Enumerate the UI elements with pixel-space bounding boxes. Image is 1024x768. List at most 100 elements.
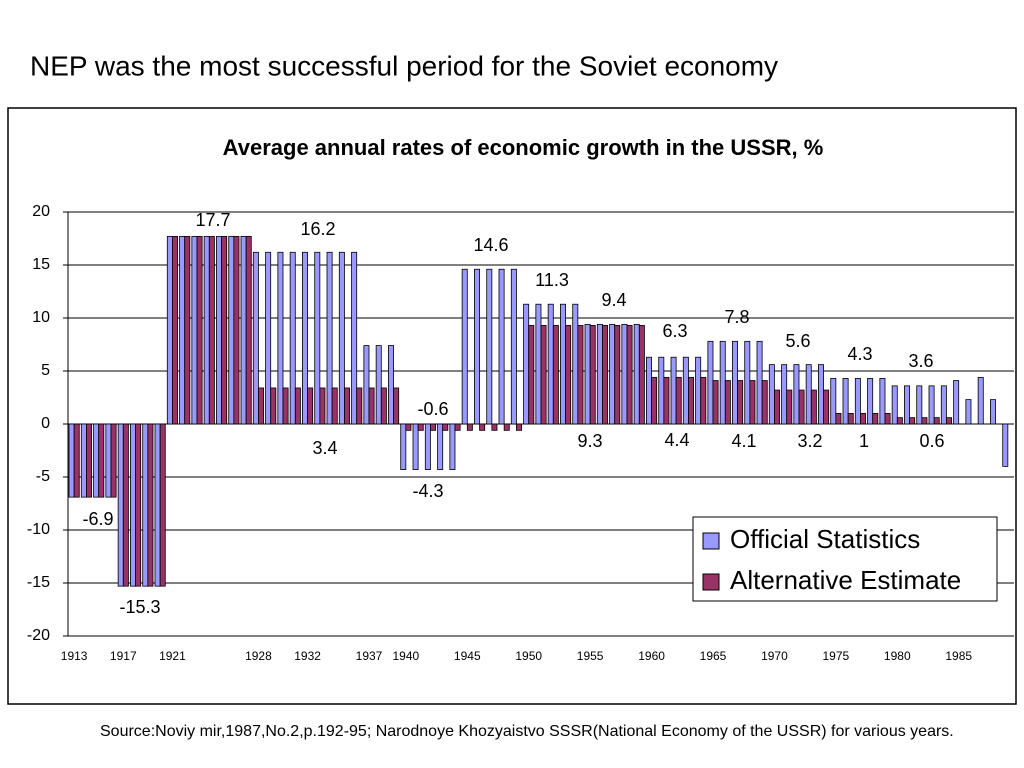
bar — [921, 417, 928, 425]
bar — [589, 325, 596, 425]
data-label: 1 — [859, 431, 869, 451]
bar — [633, 323, 640, 425]
legend-swatch — [702, 532, 720, 550]
bar — [282, 387, 289, 425]
legend: Official Statistics Alternative Estimate — [692, 516, 998, 602]
bar — [166, 235, 173, 425]
bar — [344, 387, 350, 425]
bar — [670, 356, 677, 425]
bar — [486, 268, 493, 425]
bar — [208, 235, 215, 425]
x-tick-label: 1985 — [945, 649, 972, 663]
bar — [700, 376, 707, 425]
bar — [454, 423, 461, 431]
bar — [793, 364, 800, 425]
bar — [356, 387, 363, 425]
x-tick-label: 1975 — [823, 649, 850, 663]
bar — [695, 356, 702, 425]
bar — [818, 364, 824, 425]
bar — [786, 389, 793, 425]
bar — [289, 251, 296, 425]
bar — [172, 235, 178, 425]
bar — [93, 423, 100, 498]
data-label: 3.4 — [312, 438, 337, 458]
bar — [596, 323, 603, 425]
bar — [258, 387, 264, 425]
bar — [375, 345, 382, 425]
bar — [314, 251, 321, 425]
chart-title: Average annual rates of economic growth … — [223, 135, 824, 160]
bar — [449, 423, 456, 470]
bar — [331, 387, 338, 425]
bar — [442, 423, 449, 431]
bar — [646, 356, 652, 425]
bar — [393, 387, 400, 425]
data-label: 0.6 — [919, 431, 944, 451]
bar — [351, 251, 358, 425]
bar — [835, 412, 842, 425]
bar — [732, 340, 738, 425]
bar — [400, 423, 407, 470]
slide-title: NEP was the most successful period for t… — [30, 50, 778, 81]
source-note: Source:Noviy mir,1987,No.2,p.192-95; Nar… — [100, 723, 954, 740]
bar — [424, 423, 431, 470]
bar — [609, 323, 616, 425]
bar — [560, 303, 566, 425]
bar — [896, 417, 903, 425]
bar — [338, 251, 345, 425]
data-label: 3.2 — [797, 431, 822, 451]
data-label: -15.3 — [119, 597, 160, 617]
bar — [498, 268, 505, 425]
y-tick-label: -20 — [27, 627, 50, 644]
bar — [270, 387, 277, 425]
bar — [946, 417, 952, 425]
bar — [854, 378, 861, 425]
bar — [523, 303, 530, 425]
bar — [626, 325, 633, 425]
bar — [909, 417, 916, 425]
bar — [179, 235, 186, 425]
bar — [749, 380, 756, 425]
bar — [663, 376, 670, 425]
bar — [602, 325, 608, 425]
bar — [872, 412, 879, 425]
x-tick-label: 1932 — [294, 649, 321, 663]
bar — [135, 423, 142, 587]
x-tick-label: 1950 — [515, 649, 542, 663]
bar — [80, 423, 87, 498]
data-label: -4.3 — [412, 481, 443, 501]
bar — [916, 385, 923, 425]
plot-area: -20 -15 -10 -5 0 5 10 15 20 1913 1917 1921 1928 1932 1… — [27, 203, 1014, 663]
y-tick-label: -10 — [27, 521, 50, 538]
bar — [774, 389, 780, 425]
bar — [240, 235, 247, 425]
bar — [756, 340, 763, 425]
bar — [154, 423, 161, 587]
bar — [737, 380, 744, 425]
bar — [744, 340, 751, 425]
bar — [417, 423, 424, 431]
bar — [584, 323, 591, 425]
bar — [503, 423, 510, 431]
bar — [879, 378, 886, 425]
data-label: 5.6 — [785, 331, 810, 351]
bar — [228, 235, 235, 425]
bar — [110, 423, 117, 498]
bar — [990, 399, 996, 425]
bar — [412, 423, 419, 470]
bar — [675, 376, 682, 425]
bar — [552, 325, 559, 425]
bar — [805, 364, 812, 425]
bar — [658, 356, 665, 425]
bar — [847, 412, 854, 425]
data-label: -6.9 — [82, 509, 113, 529]
bar — [867, 378, 874, 425]
x-tick-label: 1921 — [159, 649, 186, 663]
bar — [940, 385, 947, 425]
legend-label: Alternative Estimate — [730, 565, 961, 595]
data-label: 17.7 — [195, 210, 230, 230]
legend-label: Official Statistics — [730, 524, 920, 554]
bar — [368, 387, 375, 425]
